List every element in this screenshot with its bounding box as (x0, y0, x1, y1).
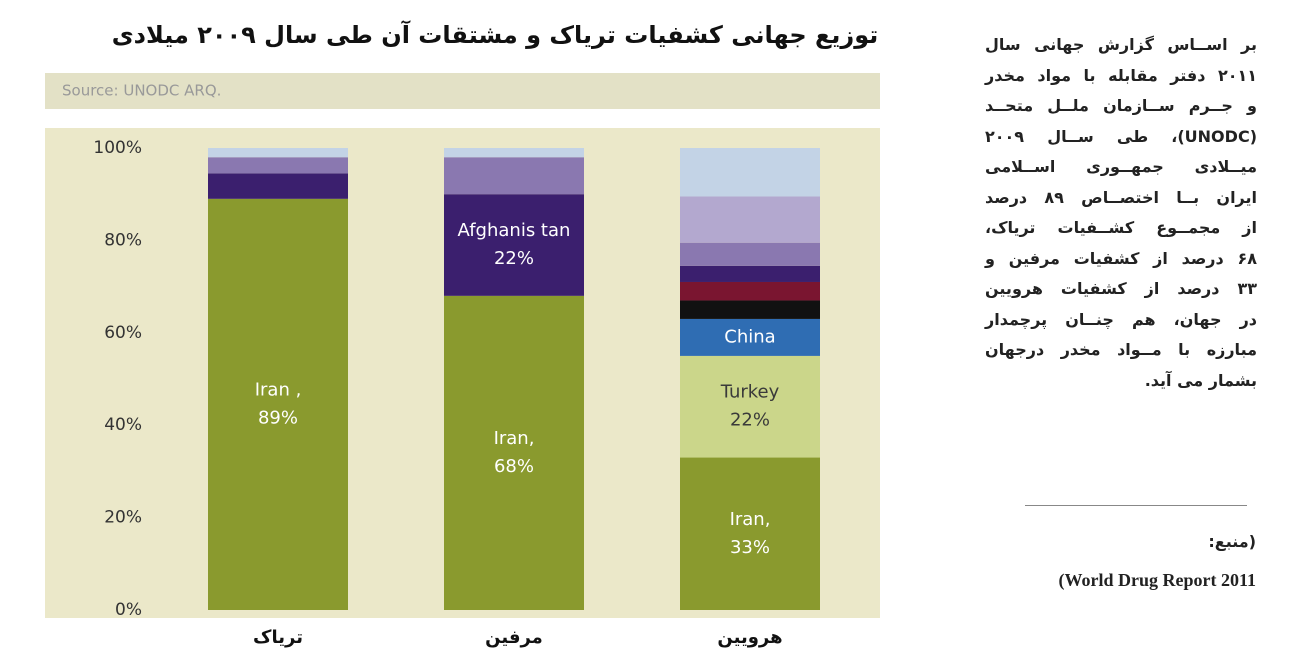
segment-label: 22% (494, 248, 534, 269)
bar-segment (680, 242, 820, 266)
segment-label: Turkey (720, 382, 780, 403)
bar-segment (208, 157, 348, 174)
bar-segment (680, 196, 820, 243)
bar-segment (680, 355, 820, 458)
bar-segment (680, 281, 820, 301)
bar-segment (208, 198, 348, 610)
sidebar-line: ۶۸ درصد از کشفیات مرفین و (985, 248, 1257, 268)
y-tick-label: 60% (104, 323, 142, 343)
x-tick-label: تریاک (253, 627, 303, 648)
segment-label: 89% (258, 407, 298, 428)
bar-segment (444, 194, 584, 296)
segment-label: Iran, (494, 428, 535, 449)
bar-segment (680, 265, 820, 282)
chart: توزیع جهانی کشفیات تریاک و مشتقات آن طی … (45, 20, 880, 648)
sidebar-line: (UNODC)، طی ســال ۲۰۰۹ (985, 126, 1257, 146)
bar-segment (208, 173, 348, 199)
bar-segment (680, 457, 820, 610)
x-tick-label: مرفین (485, 627, 543, 648)
sidebar-line: بر اســاس گزارش جهانی سال (985, 35, 1257, 54)
bar-segment (444, 157, 584, 195)
segment-label: Afghanis tan (458, 220, 571, 241)
sidebar-line: ۳۳ درصد از کشفیات هرویین (985, 279, 1257, 298)
segment-label: Iran, (730, 509, 771, 530)
separator (1025, 505, 1247, 506)
bar-segment (444, 148, 584, 158)
chart-title: توزیع جهانی کشفیات تریاک و مشتقات آن طی … (112, 20, 879, 49)
y-tick-label: 0% (115, 600, 142, 620)
source-text: (World Drug Report 2011 (1058, 570, 1257, 590)
segment-label: 33% (730, 537, 770, 558)
bar-segment (208, 148, 348, 158)
source-label: (منبع: (1208, 532, 1256, 551)
source: Source: UNODC ARQ. (62, 82, 221, 100)
bar-segment (680, 148, 820, 197)
source-band (45, 73, 880, 109)
x-tick-label: هرویین (717, 627, 782, 648)
bar-segment (444, 295, 584, 610)
y-tick-label: 100% (93, 138, 142, 158)
sidebar-line: بشمار می آید. (1144, 370, 1257, 390)
y-tick-label: 20% (104, 508, 142, 528)
sidebar-line: مبارزه با مــواد مخدر درجهان (985, 340, 1257, 359)
sidebar-line: از مجمــوع کشــفیات تریاک، (985, 218, 1257, 237)
sidebar-line: میــلادی جمهــوری اســلامی (985, 157, 1257, 176)
sidebar-line: و جــرم ســازمان ملــل متحــد (985, 96, 1257, 115)
segment-label: 68% (494, 456, 534, 477)
sidebar-line: ایران بــا اختصــاص ۸۹ درصد (985, 187, 1258, 207)
segment-label: China (724, 326, 775, 347)
y-tick-label: 80% (104, 230, 142, 250)
sidebar: بر اســاس گزارش جهانی سال ۲۰۱۱ دفتر مقابل… (985, 30, 1257, 396)
segment-label: 22% (730, 410, 770, 431)
y-tick-label: 40% (104, 415, 142, 435)
bar-segment (680, 318, 820, 356)
bar-segment (680, 300, 820, 319)
segment-label: Iran , (255, 379, 302, 400)
sidebar-line: در جهان، هم چنــان پرچمدار (985, 309, 1257, 329)
sidebar-line: ۲۰۱۱ دفتر مقابله با مواد مخدر (985, 65, 1257, 85)
